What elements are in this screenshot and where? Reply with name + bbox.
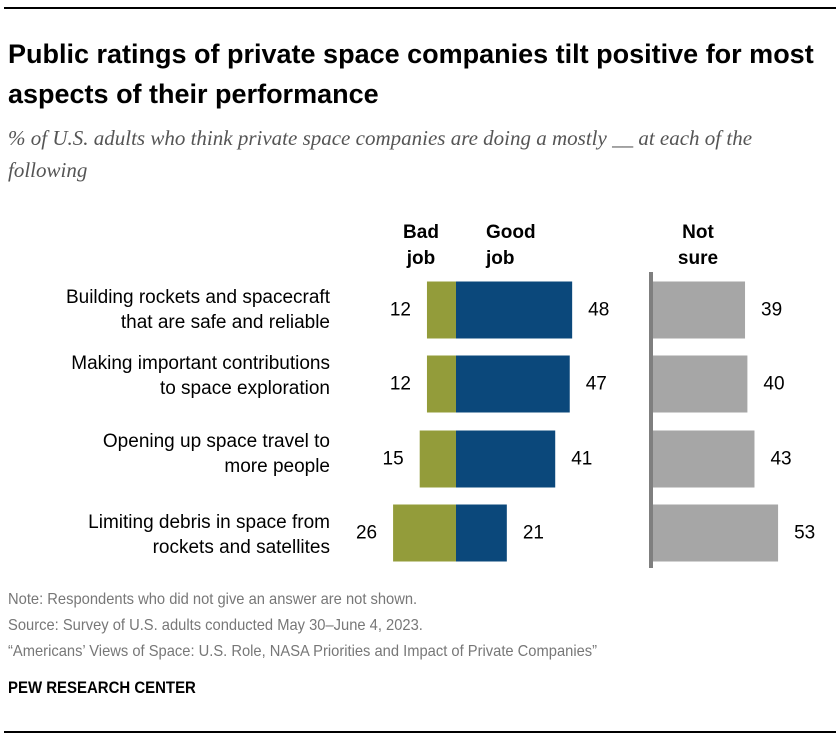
not-sure-value-label: 43 <box>770 449 791 470</box>
bad-job-value-label: 12 <box>390 300 411 321</box>
bad-job-bar <box>419 430 456 488</box>
category-label-line: Limiting debris in space from <box>88 512 330 533</box>
not-sure-value-label: 39 <box>761 300 782 321</box>
header-good-job: Good job <box>486 220 536 272</box>
good-job-value-label: 47 <box>586 374 607 395</box>
header-bad-job: Bad job <box>400 220 442 272</box>
bottom-rule <box>4 731 836 733</box>
category-label-1: Making important contributions to space … <box>0 351 330 401</box>
bad-job-bar <box>426 281 456 339</box>
category-label-0: Building rockets and spacecraft that are… <box>0 285 330 335</box>
not-sure-value-label: 40 <box>763 374 784 395</box>
not-sure-bar <box>653 281 746 339</box>
header-bad-line1: Bad <box>403 222 439 243</box>
top-rule <box>4 7 836 9</box>
category-label-line: rockets and satellites <box>152 537 330 558</box>
good-job-bar <box>456 281 573 339</box>
category-label-line: Making important contributions <box>71 353 330 374</box>
brand-logo-text: PEW RESEARCH CENTER <box>8 678 196 697</box>
good-job-value-label: 41 <box>571 449 592 470</box>
not-sure-value-label: 53 <box>794 523 815 544</box>
category-label-line: Building rockets and spacecraft <box>65 287 330 308</box>
chart-title: Public ratings of private space companie… <box>8 39 814 109</box>
bad-job-bar <box>393 504 456 562</box>
not-sure-bar <box>653 504 779 562</box>
source-text: Source: Survey of U.S. adults conducted … <box>8 617 423 634</box>
bad-job-value-label: 26 <box>356 523 377 544</box>
good-job-bar <box>456 430 556 488</box>
good-job-bar <box>456 355 570 413</box>
header-bad-line2: job <box>406 248 436 269</box>
category-label-line: to space exploration <box>159 378 330 399</box>
not-sure-bar <box>653 430 755 488</box>
header-good-line2: job <box>486 248 515 269</box>
note-text: Note: Respondents who did not give an an… <box>8 591 418 608</box>
bad-job-value-label: 12 <box>390 374 411 395</box>
not-sure-bar <box>653 355 748 413</box>
category-label-line: more people <box>224 456 330 477</box>
category-label-3: Limiting debris in space from rockets an… <box>0 510 330 560</box>
header-not-sure: Not sure <box>672 220 724 272</box>
good-job-value-label: 48 <box>588 300 609 321</box>
category-label-line: that are safe and reliable <box>120 312 330 333</box>
bad-job-value-label: 15 <box>383 449 404 470</box>
good-job-value-label: 21 <box>523 523 544 544</box>
header-good-line1: Good <box>486 222 536 243</box>
good-job-bar <box>456 504 507 562</box>
bad-job-bar <box>426 355 456 413</box>
category-label-line: Opening up space travel to <box>102 431 330 452</box>
category-label-2: Opening up space travel to more people <box>0 429 330 479</box>
chart-subtitle: % of U.S. adults who think private space… <box>8 126 753 182</box>
report-title-text: “Americans’ Views of Space: U.S. Role, N… <box>8 643 598 660</box>
header-notsure-line1: Not <box>682 222 714 243</box>
not-sure-baseline <box>649 272 653 568</box>
header-notsure-line2: sure <box>677 248 719 269</box>
